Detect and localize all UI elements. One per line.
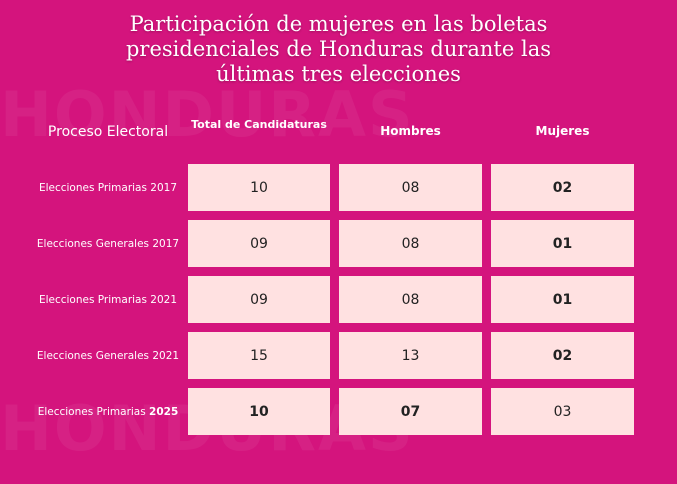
- cell-women: 02: [491, 164, 634, 211]
- row-label: Elecciones Generales 2021: [36, 350, 180, 362]
- header-women: Mujeres: [535, 124, 590, 138]
- row-label: Elecciones Primarias 2025: [28, 406, 188, 418]
- cell-men: 08: [339, 276, 482, 323]
- cell-women: 02: [491, 332, 634, 379]
- cell-women: 03: [491, 388, 634, 435]
- row-label: Elecciones Primarias 2021: [38, 294, 178, 306]
- cell-total: 09: [188, 276, 330, 323]
- cell-women: 01: [491, 276, 634, 323]
- cell-total: 10: [188, 164, 330, 211]
- cell-total: 09: [188, 220, 330, 267]
- header-total: Total de Candidaturas: [191, 118, 327, 131]
- cell-total: 10: [188, 388, 330, 435]
- row-label: Elecciones Generales 2017: [36, 238, 180, 250]
- row-label: Elecciones Primarias 2017: [38, 182, 178, 194]
- cell-men: 08: [339, 164, 482, 211]
- header-men: Hombres: [380, 124, 441, 138]
- cell-total: 15: [188, 332, 330, 379]
- cell-women: 01: [491, 220, 634, 267]
- chart-title: Participación de mujeres en las boletas …: [0, 12, 677, 87]
- title-line: presidenciales de Honduras durante las: [125, 37, 551, 61]
- title-line: últimas tres elecciones: [216, 62, 461, 86]
- row-label-prefix: Elecciones Primarias: [37, 406, 150, 418]
- row-label-year: 2025: [149, 406, 179, 418]
- header-process: Proceso Electoral: [47, 124, 169, 140]
- cell-men: 08: [339, 220, 482, 267]
- title-line: Participación de mujeres en las boletas: [129, 12, 548, 36]
- background-watermark: HONDURAS: [0, 78, 415, 151]
- cell-men: 07: [339, 388, 482, 435]
- cell-men: 13: [339, 332, 482, 379]
